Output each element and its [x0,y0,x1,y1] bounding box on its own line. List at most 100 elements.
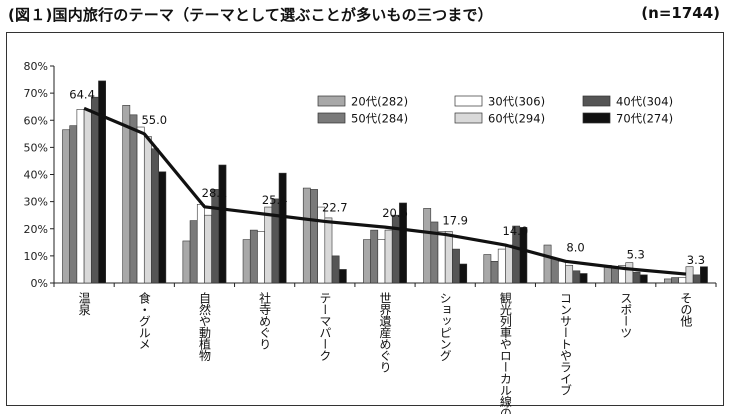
bar [69,125,78,284]
bar [271,198,280,284]
bar [565,265,574,284]
total-data-label: 20.6 [382,206,408,220]
bar [639,274,648,284]
bar [211,189,220,284]
total-data-label: 55.0 [141,113,167,127]
category-label: その他 [679,292,693,327]
y-tick-label: 0% [31,277,48,290]
total-data-label: 17.9 [442,213,468,227]
legend-label: 50代(284) [351,112,408,126]
bar [625,262,634,284]
category-label: 温泉 [77,292,91,316]
category-label: 食・グルメ [137,291,151,350]
bar [83,109,92,284]
bar [452,248,460,284]
y-tick-label: 60% [24,114,48,127]
bar [550,258,559,284]
bar [158,171,167,284]
y-tick-label: 30% [24,196,48,209]
chart-frame [6,32,724,406]
y-tick-label: 70% [24,87,48,100]
y-tick-label: 20% [24,223,48,236]
total-data-label: 3.3 [687,253,705,267]
bar [143,136,152,284]
bar [497,248,506,284]
legend-label: 70代(274) [616,112,673,126]
bar [384,229,393,284]
bar [459,263,468,284]
total-line [83,106,687,276]
total-data-label: 8.0 [566,240,584,254]
bar [151,148,159,284]
bar [76,109,85,284]
bar [430,221,439,284]
category-label: スポーツ [619,292,633,338]
bar [310,189,318,284]
category-label: 自然や動植物 [197,292,211,362]
bar [90,96,99,284]
y-tick-label: 50% [24,141,48,154]
bar [579,273,588,284]
bar [543,244,552,284]
bar [257,231,265,284]
total-data-label: 28.1 [202,186,228,200]
bar [664,278,672,284]
bar [189,220,198,284]
bar [363,239,371,284]
category-label: ショッピング [438,292,452,361]
total-data-label: 64.4 [69,87,95,101]
bar [505,244,513,284]
bar [632,271,641,284]
bar [490,260,499,284]
total-data-label: 22.7 [322,200,348,214]
bar [572,270,581,284]
bar [204,214,212,284]
bar [129,114,138,284]
bar [264,206,273,284]
chart-title: (図１)国内旅行のテーマ（テーマとして選ぶことが多いもの三つまで） [8,6,493,24]
category-label: 観光列車やローカル線の旅 [498,292,512,414]
category-label: 社寺めぐり [258,291,272,350]
bar [444,231,453,284]
y-tick-label: 40% [24,169,48,182]
bar [678,277,687,284]
total-data-label: 14.0 [503,224,529,238]
y-tick-label: 10% [24,250,48,263]
total-data-label: 25.4 [262,193,288,207]
bar [249,229,258,284]
bar [483,254,492,284]
bar [242,239,251,284]
category-label: テーマパーク [318,292,332,361]
bar [62,129,70,284]
bar [218,164,227,284]
legend-swatch [582,112,611,124]
bar [700,266,708,284]
bar [558,260,566,284]
bar [278,172,287,284]
bar [98,80,106,284]
bar [324,217,333,284]
bar [377,239,386,284]
category-label: コンサートやライブ [559,292,573,396]
bar [519,227,528,284]
legend-label: 20代(282) [351,95,408,109]
legend-swatch [317,95,346,107]
bar [317,206,326,284]
bar [136,126,145,284]
legend-swatch [317,112,346,124]
bar [391,214,400,284]
category-label: 世界遺産めぐり [378,292,392,373]
bar [370,229,379,284]
legend-swatch [454,112,483,124]
bar [182,240,191,284]
bar [302,187,311,284]
bar [122,105,131,284]
bar [196,204,205,284]
bar [671,277,680,284]
legend-label: 60代(294) [488,112,545,126]
bar [331,255,340,284]
bar [685,266,694,284]
bar [437,231,446,284]
bar [692,274,701,284]
